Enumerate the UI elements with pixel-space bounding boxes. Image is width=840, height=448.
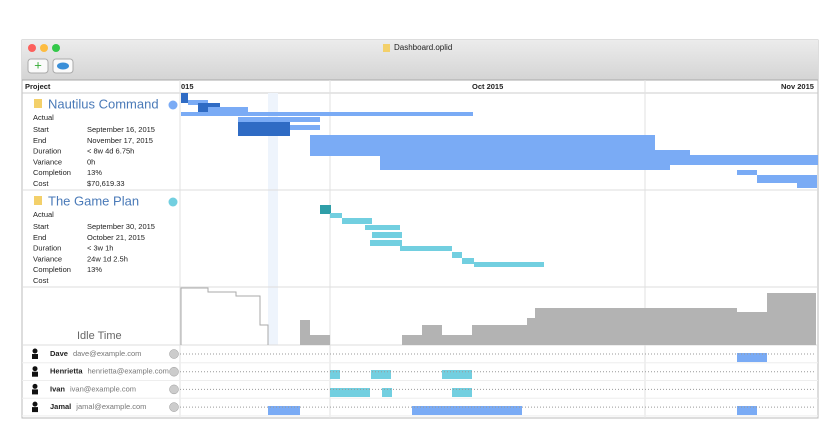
field-value: September 30, 2015 — [87, 222, 155, 231]
field-value: September 16, 2015 — [87, 125, 155, 134]
timeline-label: 015 — [181, 82, 194, 91]
project-name: Nautilus Command — [48, 96, 159, 111]
field-label: End — [33, 136, 46, 145]
project-dot — [168, 197, 178, 207]
zoom-button[interactable] — [52, 44, 60, 52]
resource-name: Dave — [50, 349, 68, 358]
person-icon — [32, 407, 38, 413]
person-icon — [32, 383, 38, 389]
person-icon — [32, 371, 38, 377]
project-name: The Game Plan — [48, 193, 139, 208]
title-bar — [22, 40, 818, 80]
field-label: Cost — [33, 179, 49, 188]
person-icon — [32, 389, 38, 395]
resource-email: ivan@example.com — [70, 384, 136, 393]
person-icon — [32, 401, 38, 407]
resource-chart — [169, 384, 179, 395]
field-label: Completion — [33, 265, 71, 274]
field-value: October 21, 2015 — [87, 233, 145, 242]
field-value: November 17, 2015 — [87, 136, 153, 145]
project-dot — [168, 100, 178, 110]
resource-bars — [268, 353, 767, 415]
resource-name: Jamal — [50, 402, 71, 411]
resource-chart — [169, 349, 179, 359]
today-column — [268, 93, 278, 345]
field-label: Start — [33, 222, 50, 231]
file-icon — [383, 44, 390, 52]
field-value: 13% — [87, 265, 102, 274]
gantt-bars — [181, 93, 818, 267]
mode-selector[interactable]: Actual — [33, 210, 54, 219]
resource-chart — [169, 366, 179, 377]
field-value: < 3w 1h — [87, 244, 113, 253]
project-icon — [34, 196, 42, 205]
field-value: 24w 1d 2.5h — [87, 254, 128, 263]
column-header: Project — [25, 82, 51, 91]
idle-label: Idle Time — [77, 330, 122, 342]
idle-chart — [180, 287, 816, 345]
field-label: Variance — [33, 254, 62, 263]
resource-name: Henrietta — [50, 367, 83, 376]
field-label: Variance — [33, 157, 62, 166]
window-title: Dashboard.oplid — [394, 43, 452, 52]
field-value: $70,619.33 — [87, 179, 125, 188]
project-icon — [34, 99, 42, 108]
resource-email: henrietta@example.com — [88, 367, 169, 376]
window-frame — [21, 39, 819, 419]
resource-email: jamal@example.com — [75, 402, 146, 411]
mode-selector[interactable]: Actual — [33, 113, 54, 122]
field-value: 13% — [87, 168, 102, 177]
field-label: End — [33, 233, 46, 242]
person-icon — [32, 348, 38, 354]
field-label: Completion — [33, 168, 71, 177]
field-label: Duration — [33, 147, 61, 156]
resource-chart — [169, 402, 179, 412]
add-button[interactable] — [27, 58, 49, 74]
timeline-label: Nov 2015 — [781, 82, 814, 91]
person-icon — [32, 354, 38, 359]
view-icon — [57, 62, 69, 70]
close-button[interactable] — [28, 44, 36, 52]
field-value: < 8w 4d 6.75h — [87, 147, 134, 156]
resource-email: dave@example.com — [73, 349, 141, 358]
timeline-label: Oct 2015 — [472, 82, 503, 91]
minimize-button[interactable] — [40, 44, 48, 52]
field-label: Start — [33, 125, 50, 134]
field-label: Cost — [33, 276, 49, 285]
add-icon: + — [34, 57, 42, 72]
field-value: 0h — [87, 157, 95, 166]
person-icon — [32, 366, 38, 372]
resource-name: Ivan — [50, 384, 65, 393]
field-label: Duration — [33, 244, 61, 253]
